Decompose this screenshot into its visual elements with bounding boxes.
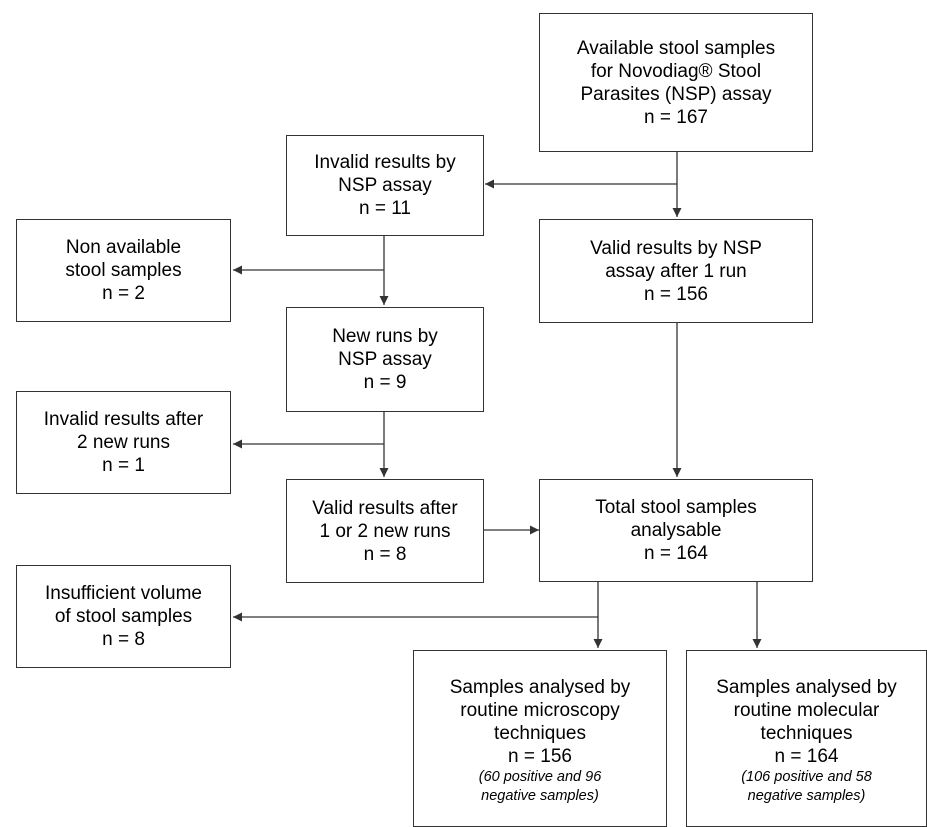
box-line: Valid results by NSP	[590, 237, 762, 259]
box-invalid-after-runs: Invalid results after 2 new runs n = 1	[16, 391, 231, 494]
box-line: Valid results after	[312, 497, 458, 519]
box-line: n = 8	[363, 543, 407, 565]
box-line: Invalid results after	[43, 409, 204, 430]
box-line: routine molecular	[733, 699, 880, 721]
box-line: NSP assay	[338, 175, 432, 196]
box-non-available: Non available stool samples n = 2	[16, 219, 231, 322]
box-line: n = 164	[644, 543, 708, 564]
box-line: for Novodiag® Stool	[590, 60, 762, 82]
box-line: New runs by	[332, 326, 438, 347]
box-line: n = 11	[359, 198, 411, 219]
box-line: stool samples	[65, 260, 182, 281]
box-line: Total stool samples	[595, 497, 757, 518]
box-total-analysable: Total stool samples analysable n = 164	[539, 479, 813, 582]
box-molecular: Samples analysed by routine molecular te…	[686, 650, 927, 827]
box-note: negative samples)	[481, 787, 599, 804]
box-line: n = 164	[774, 745, 839, 767]
box-line: assay after 1 run	[605, 260, 747, 282]
box-line: techniques	[494, 722, 586, 744]
box-line: n = 9	[363, 372, 407, 393]
box-available-samples: Available stool samples for Novodiag® St…	[539, 13, 813, 152]
box-line: Insufficient volume	[44, 583, 202, 604]
box-line: n = 156	[644, 283, 708, 305]
box-valid-first-run: Valid results by NSP assay after 1 run n…	[539, 219, 813, 323]
box-line: analysable	[630, 520, 722, 541]
box-line: of stool samples	[54, 606, 193, 627]
box-note: negative samples)	[747, 787, 866, 804]
box-line: 2 new runs	[77, 432, 170, 453]
box-valid-after-runs: Valid results after 1 or 2 new runs n = …	[286, 479, 484, 583]
box-line: NSP assay	[338, 349, 432, 370]
box-line: Samples analysed by	[716, 676, 897, 698]
box-line: Parasites (NSP) assay	[580, 83, 772, 105]
box-line: techniques	[760, 722, 853, 744]
box-line: Samples analysed by	[449, 676, 631, 698]
box-line: Invalid results by	[314, 152, 456, 173]
box-insufficient-volume: Insufficient volume of stool samples n =…	[16, 565, 231, 668]
box-line: Available stool samples	[576, 37, 776, 59]
box-invalid-results: Invalid results by NSP assay n = 11	[286, 135, 484, 236]
box-line: n = 167	[644, 106, 708, 128]
box-line: routine microscopy	[460, 699, 620, 721]
box-line: 1 or 2 new runs	[319, 520, 451, 542]
box-new-runs: New runs by NSP assay n = 9	[286, 307, 484, 412]
box-microscopy: Samples analysed by routine microscopy t…	[413, 650, 667, 827]
box-note: (60 positive and 96	[478, 768, 602, 785]
box-line: Non available	[65, 237, 182, 258]
box-line: n = 1	[102, 455, 145, 476]
box-line: n = 2	[102, 283, 145, 304]
box-line: n = 8	[102, 629, 145, 650]
box-line: n = 156	[508, 745, 572, 767]
box-note: (106 positive and 58	[741, 768, 872, 785]
